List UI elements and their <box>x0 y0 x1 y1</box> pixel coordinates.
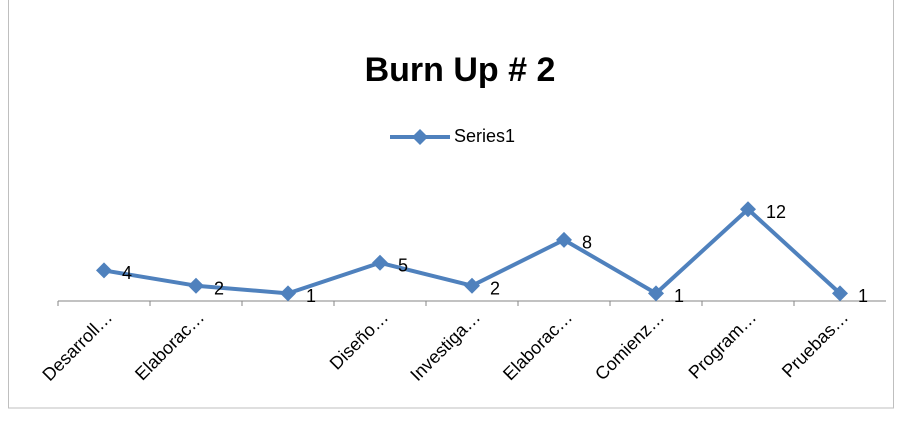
point <box>372 254 388 271</box>
data-label: 5 <box>398 256 408 276</box>
legend-label: Series1 <box>454 126 515 146</box>
chart-title: Burn Up # 2 <box>365 51 556 89</box>
data-label: 4 <box>122 263 132 283</box>
data-label: 2 <box>214 278 224 298</box>
point <box>464 277 480 294</box>
data-label: 1 <box>858 286 868 306</box>
point <box>188 277 204 294</box>
point <box>832 285 848 302</box>
point <box>280 285 296 302</box>
point <box>96 262 112 279</box>
data-label: 1 <box>306 286 316 306</box>
legend-marker <box>412 129 428 145</box>
data-label: 12 <box>766 202 786 222</box>
point <box>740 201 756 218</box>
data-label: 2 <box>490 278 500 298</box>
point <box>556 231 572 248</box>
point <box>648 285 664 302</box>
data-label: 8 <box>582 233 592 253</box>
data-label: 1 <box>674 286 684 306</box>
